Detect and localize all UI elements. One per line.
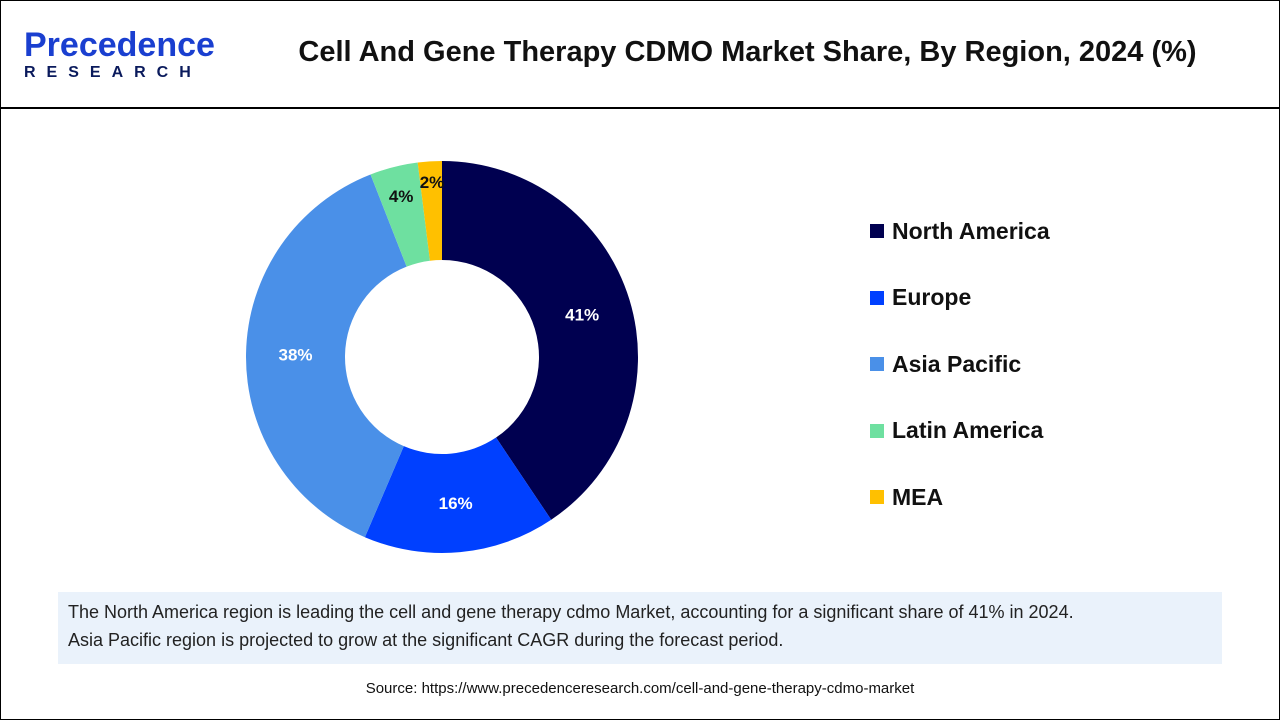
legend-item: Asia Pacific [870, 331, 1050, 398]
legend-label: Latin America [892, 417, 1044, 444]
legend-swatch [870, 490, 884, 505]
legend-item: North America [870, 198, 1050, 265]
header: Precedence RESEARCH Cell And Gene Therap… [0, 0, 1280, 109]
slice-europe [364, 437, 552, 553]
legend-swatch [870, 423, 884, 438]
legend-swatch [870, 224, 884, 239]
legend-label: Asia Pacific [892, 350, 1022, 377]
source-text: Source: https://www.precedenceresearch.c… [365, 680, 915, 697]
legend-item: MEA [870, 464, 1050, 531]
data-label: 16% [439, 494, 473, 513]
slice-latin-america [370, 162, 430, 267]
slice-mea [417, 161, 442, 261]
legend-item: Europe [870, 265, 1050, 332]
legend-label: MEA [892, 483, 944, 510]
slice-asia-pacific [246, 174, 407, 538]
logo: Precedence RESEARCH [24, 28, 215, 82]
chart-title: Cell And Gene Therapy CDMO Market Share,… [298, 36, 1197, 68]
slice-north-america [442, 161, 638, 520]
data-label: 41% [565, 305, 599, 324]
summary-note: The North America region is leading the … [58, 592, 1222, 664]
legend-label: Europe [892, 284, 972, 311]
legend-item: Latin America [870, 398, 1050, 465]
data-label: 4% [389, 187, 414, 206]
note-line-1: The North America region is leading the … [68, 602, 1074, 622]
data-label: 38% [279, 346, 313, 365]
legend-swatch [870, 357, 884, 372]
data-label: 2% [420, 173, 445, 192]
logo-text: Precedence [24, 26, 215, 64]
legend: North America Europe Asia Pacific Latin Ame… [870, 198, 1050, 531]
legend-label: North America [892, 217, 1050, 244]
legend-swatch [870, 290, 884, 305]
note-line-2: Asia Pacific region is projected to grow… [68, 630, 784, 650]
logo-subtext: RESEARCH [24, 64, 202, 81]
